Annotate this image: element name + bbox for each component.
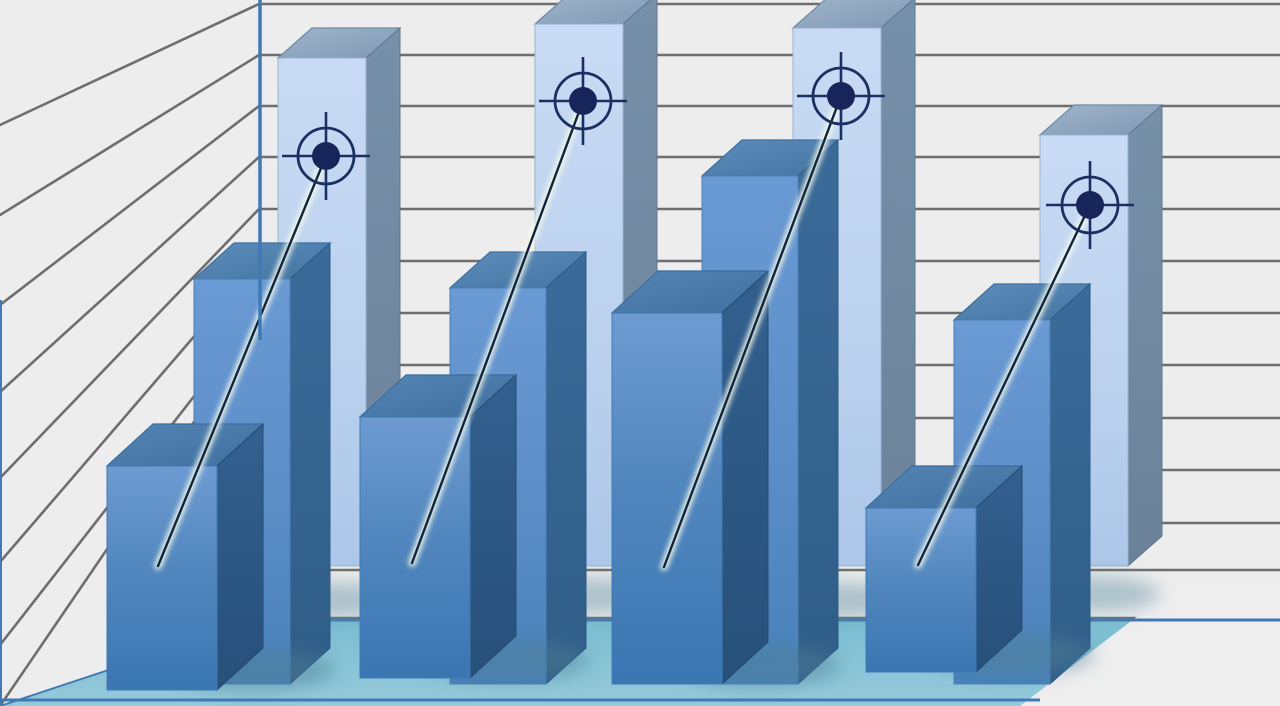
crosshair-icon-1-dot xyxy=(312,142,340,170)
growth-arrow-2-shaft xyxy=(410,99,585,565)
growth-arrow-4 xyxy=(914,201,1094,569)
front-bar-1-face xyxy=(106,465,218,691)
crosshair-icon-3-dot xyxy=(827,82,855,110)
back-bar-4-side xyxy=(1127,103,1163,568)
front-bar-1[interactable] xyxy=(105,422,265,692)
floor-right-cut-2 xyxy=(1026,580,1280,706)
mid-bar-1-side xyxy=(289,241,331,686)
front-bar-2-side xyxy=(469,373,517,680)
crosshair-icon-1[interactable] xyxy=(282,112,370,200)
growth-arrow-3 xyxy=(660,92,845,571)
growth-arrow-1-shaft xyxy=(156,154,328,568)
front-bar-3-side xyxy=(721,269,769,686)
front-bar-3-face xyxy=(611,312,723,685)
crosshair-icon-3-ring xyxy=(811,66,871,126)
crosshair-icon-4[interactable] xyxy=(1046,161,1134,249)
growth-arrow-1 xyxy=(154,152,330,570)
crosshair-icon-2-ring xyxy=(553,71,613,131)
front-bar-4[interactable] xyxy=(864,464,1024,674)
growth-arrow-3-shaft xyxy=(662,94,843,569)
crosshair-icon-1-ring xyxy=(296,126,356,186)
mid-bar-3-side xyxy=(797,138,839,686)
front-bar-1-side xyxy=(216,422,264,692)
mid-bar-4-side xyxy=(1049,282,1091,686)
crosshair-icon-3[interactable] xyxy=(797,52,885,140)
crosshair-icon-4-dot xyxy=(1076,191,1104,219)
front-bar-4-face xyxy=(865,507,977,673)
crosshair-icon-4-ring xyxy=(1060,175,1120,235)
growth-arrow-2 xyxy=(408,97,587,567)
mid-bar-2-side xyxy=(545,250,587,686)
crosshair-icon-2[interactable] xyxy=(539,57,627,145)
crosshair-icon-2-dot xyxy=(569,87,597,115)
growth-arrow-group xyxy=(154,92,1094,571)
front-bar-group xyxy=(105,269,1094,692)
growth-arrow-4-shaft xyxy=(916,203,1092,567)
target-marker-group xyxy=(282,52,1134,249)
front-bar-3[interactable] xyxy=(610,269,770,686)
front-bar-2[interactable] xyxy=(358,373,518,680)
